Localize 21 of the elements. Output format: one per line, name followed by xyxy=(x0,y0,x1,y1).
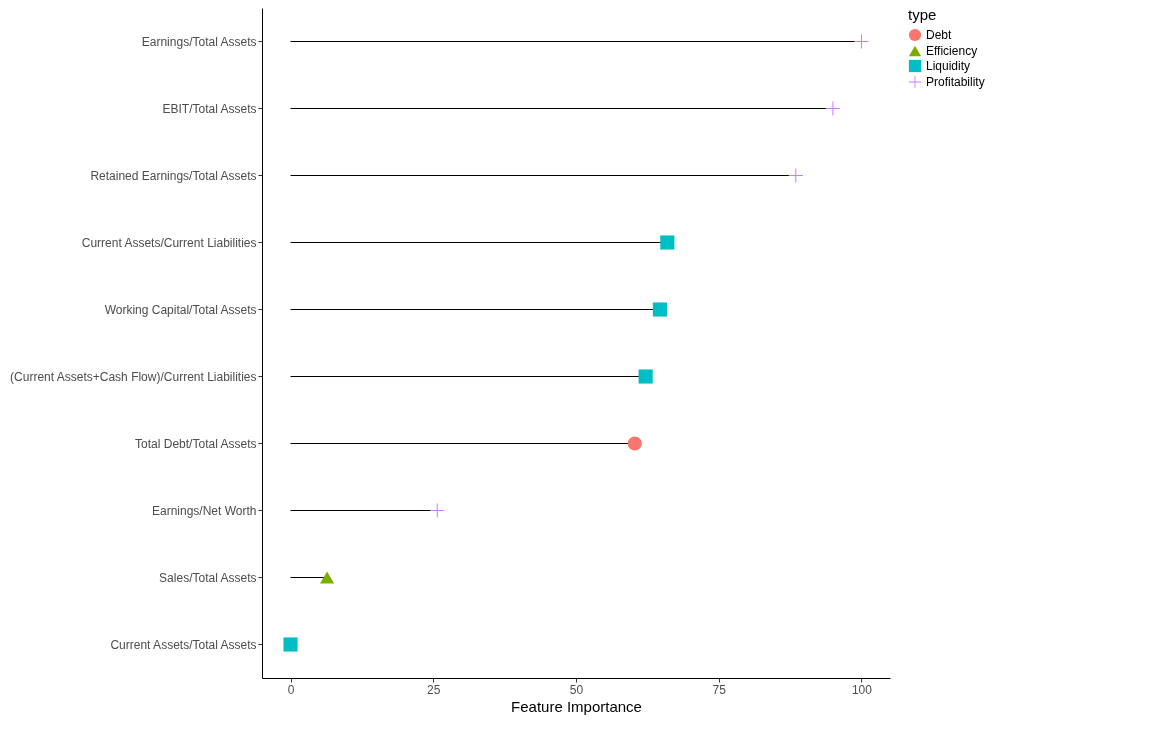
x-tick-label: 50 xyxy=(569,682,584,697)
x-axis-title: Feature Importance xyxy=(511,697,642,715)
y-tick-label: Current Assets/Total Assets xyxy=(110,637,257,652)
y-tick-label: Total Debt/Total Assets xyxy=(135,436,257,451)
legend-label: Liquidity xyxy=(926,59,971,73)
x-tick-label: 75 xyxy=(712,682,727,697)
legend-label: Debt xyxy=(926,28,953,42)
y-tick-label: EBIT/Total Assets xyxy=(162,101,257,116)
legend-label: Profitability xyxy=(926,75,985,89)
legend-title: type xyxy=(908,6,937,23)
y-tick-label: Current Assets/Current Liabilities xyxy=(81,235,257,250)
y-tick-label: Sales/Total Assets xyxy=(159,570,257,585)
y-tick-label: Working Capital/Total Assets xyxy=(104,302,257,317)
x-tick-label: 25 xyxy=(427,682,441,697)
x-tick-label: 100 xyxy=(851,682,873,697)
y-tick-label: Retained Earnings/Total Assets xyxy=(90,168,257,183)
legend-label: Efficiency xyxy=(926,44,978,58)
y-tick-label: Earnings/Net Worth xyxy=(152,503,257,518)
x-tick-label: 0 xyxy=(287,682,295,697)
y-tick-label: (Current Assets+Cash Flow)/Current Liabilities xyxy=(10,369,257,384)
y-tick-label: Earnings/Total Assets xyxy=(141,34,257,49)
